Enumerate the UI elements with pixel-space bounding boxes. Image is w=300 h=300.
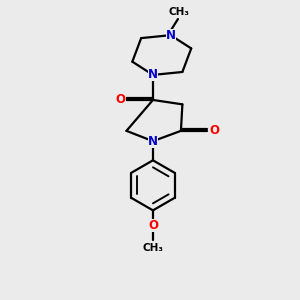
Text: N: N (148, 68, 158, 81)
Text: N: N (148, 135, 158, 148)
Text: O: O (116, 93, 126, 106)
Text: O: O (209, 124, 219, 137)
Text: CH₃: CH₃ (169, 8, 190, 17)
Text: O: O (148, 219, 158, 232)
Text: N: N (166, 29, 176, 42)
Text: CH₃: CH₃ (142, 243, 164, 253)
